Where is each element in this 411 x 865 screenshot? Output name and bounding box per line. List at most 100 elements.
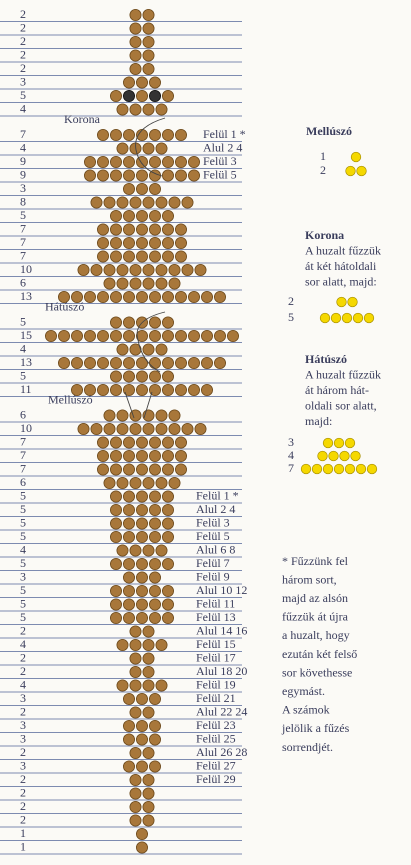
row-note: Felül 27 (196, 758, 236, 772)
row-note: Felül 3 (203, 154, 237, 168)
bead (174, 169, 187, 182)
bead (135, 370, 148, 383)
bead (135, 223, 148, 236)
legend-bead (366, 463, 378, 475)
bead (213, 356, 226, 369)
row-count: 10 (20, 262, 32, 276)
bead (187, 290, 200, 303)
bead (110, 598, 123, 611)
row-note: Felül 23 (196, 718, 236, 732)
legend-bead (319, 312, 331, 324)
bead (135, 436, 148, 449)
row-count: 2 (20, 704, 26, 718)
bead (123, 236, 136, 249)
bead (135, 155, 148, 168)
row-count: 3 (20, 731, 26, 745)
bead (123, 490, 136, 503)
row-count: 4 (20, 140, 26, 154)
bead (123, 155, 136, 168)
bead (200, 329, 213, 342)
bead (135, 383, 148, 396)
bead (200, 383, 213, 396)
bead (135, 90, 148, 103)
row-note: Felül 1 * (196, 488, 239, 502)
bead (161, 155, 174, 168)
legend-bead (350, 151, 362, 163)
bead (161, 90, 174, 103)
row-count: 7 (20, 235, 26, 249)
footnote-line: sor követhesse (282, 665, 352, 679)
bead (129, 103, 142, 116)
bead (135, 571, 148, 584)
bead (123, 250, 136, 263)
row-count: 5 (20, 610, 26, 624)
bead (123, 598, 136, 611)
bead (123, 449, 136, 462)
bead (84, 329, 97, 342)
bead (103, 409, 116, 422)
bead (148, 558, 161, 571)
bead (142, 36, 155, 49)
bead (123, 436, 136, 449)
bead (135, 517, 148, 530)
bead (123, 76, 136, 89)
bead (129, 476, 142, 489)
bead (135, 449, 148, 462)
bead (148, 733, 161, 746)
bead (161, 612, 174, 625)
bead (148, 290, 161, 303)
row-count: 7 (20, 127, 26, 141)
bead (77, 263, 90, 276)
row-count: 2 (20, 7, 26, 21)
bead (116, 544, 129, 557)
legend-bead (355, 463, 367, 475)
footnote-line: * Fűzzünk fel (282, 554, 349, 568)
row-note: Felül 5 (203, 167, 237, 181)
bead (161, 356, 174, 369)
row-count: 2 (20, 664, 26, 678)
row-note: Alul 2 4 (203, 140, 242, 154)
bead (110, 558, 123, 571)
bead (123, 503, 136, 516)
bead (161, 449, 174, 462)
bead (187, 356, 200, 369)
row-count: 2 (20, 61, 26, 75)
bead (123, 733, 136, 746)
row-count: 11 (20, 382, 32, 396)
bead (123, 370, 136, 383)
bead (148, 436, 161, 449)
row-note: Felül 3 (196, 515, 230, 529)
bead (135, 356, 148, 369)
bead (110, 155, 123, 168)
legend-count: 1 (320, 149, 326, 163)
bead (142, 343, 155, 356)
bead (71, 290, 84, 303)
row-note: Felül 13 (196, 610, 236, 624)
bead (148, 356, 161, 369)
bead (110, 356, 123, 369)
bead (148, 76, 161, 89)
bead (142, 142, 155, 155)
bead (110, 463, 123, 476)
bead (135, 169, 148, 182)
bead (142, 747, 155, 760)
bead (110, 223, 123, 236)
row-count: 3 (20, 181, 26, 195)
bead (129, 36, 142, 49)
bead (213, 329, 226, 342)
row-note: Felül 29 (196, 772, 236, 786)
bead (161, 290, 174, 303)
row-count: 9 (20, 167, 26, 181)
legend-count: 4 (288, 448, 294, 462)
bead (200, 356, 213, 369)
legend-title: Mellúszó (306, 124, 352, 138)
bead (148, 329, 161, 342)
legend-bead (333, 437, 345, 449)
bead (148, 128, 161, 141)
bead (161, 383, 174, 396)
legend-bead (339, 450, 350, 462)
row-note: Felül 5 (196, 529, 230, 543)
bead (135, 760, 148, 773)
row-count: 6 (20, 407, 26, 421)
bead (155, 142, 168, 155)
